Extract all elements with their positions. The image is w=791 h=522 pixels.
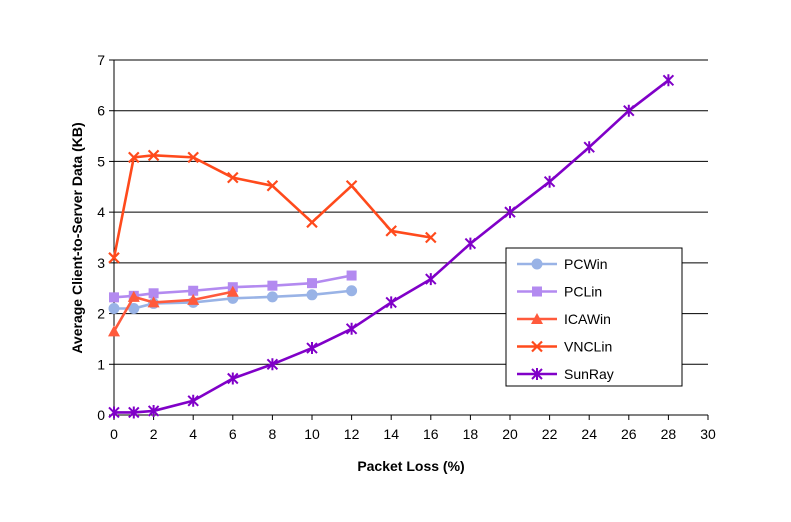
y-tick-label: 5 xyxy=(97,153,105,169)
legend-marker-sunray xyxy=(531,368,543,380)
legend-marker-pclin xyxy=(532,286,542,297)
data-point-icawin xyxy=(127,290,140,302)
data-point-sunray xyxy=(504,206,516,219)
series-sunray xyxy=(108,74,675,419)
data-point-pclin xyxy=(267,280,278,291)
data-point-vnclin xyxy=(345,179,358,192)
x-tick-label: 14 xyxy=(383,426,399,442)
y-axis-ticks: 0 1 2 3 4 5 6 7 xyxy=(97,52,114,423)
series-line-sunray xyxy=(114,79,670,414)
data-point-vnclin xyxy=(108,252,120,264)
y-tick-label: 7 xyxy=(97,52,105,68)
x-tick-label: 30 xyxy=(700,426,716,442)
x-tick-label: 20 xyxy=(502,426,518,442)
x-tick-label: 0 xyxy=(110,426,118,442)
legend-label-vnclin: VNCLin xyxy=(564,339,612,355)
legend-item-pclin: PCLin xyxy=(517,284,602,300)
data-point-sunray xyxy=(543,175,556,188)
data-point-sunray xyxy=(425,273,437,286)
data-point-pclin xyxy=(307,278,317,289)
x-tick-label: 2 xyxy=(150,426,158,442)
data-point-vnclin xyxy=(425,231,437,244)
x-tick-label: 12 xyxy=(344,426,360,442)
data-point-sunray xyxy=(385,296,397,309)
series-line-vnclin xyxy=(112,154,432,259)
data-point-vnclin xyxy=(128,151,140,164)
data-point-vnclin xyxy=(227,171,239,184)
data-point-sunray xyxy=(306,342,318,355)
legend-item-icawin: ICAWin xyxy=(517,311,611,327)
legend-marker-vnclin xyxy=(531,340,543,353)
x-tick-label: 16 xyxy=(423,426,439,442)
x-tick-label: 28 xyxy=(661,426,677,442)
y-tick-label: 3 xyxy=(97,255,105,271)
x-axis-title: Packet Loss (%) xyxy=(357,458,464,474)
legend-item-sunray: SunRay xyxy=(517,366,614,382)
data-point-icawin xyxy=(108,325,120,337)
data-point-sunray xyxy=(147,404,160,417)
data-point-icawin xyxy=(147,296,160,308)
legend: PCWin PCLin ICAWin VNCLin SunRay xyxy=(505,247,683,387)
data-point-pclin xyxy=(109,292,119,303)
y-axis-title: Average Client-to-Server Data (KB) xyxy=(69,122,85,353)
x-tick-label: 26 xyxy=(621,426,637,442)
x-tick-label: 6 xyxy=(229,426,237,442)
data-point-vnclin xyxy=(187,151,199,164)
data-point-sunray xyxy=(187,394,199,407)
series-vnclin xyxy=(108,149,437,264)
data-point-sunray xyxy=(266,358,279,371)
x-tick-label: 4 xyxy=(189,426,197,442)
data-point-icawin xyxy=(226,285,239,297)
data-point-icawin xyxy=(187,293,200,305)
data-point-sunray xyxy=(108,406,120,419)
series-layer xyxy=(108,74,675,419)
data-point-sunray xyxy=(583,141,595,154)
data-point-pcwin xyxy=(266,291,278,303)
x-tick-label: 24 xyxy=(581,426,597,442)
y-tick-label: 1 xyxy=(97,356,105,372)
legend-label-pcwin: PCWin xyxy=(564,256,608,272)
x-tick-label: 18 xyxy=(463,426,479,442)
data-point-pcwin xyxy=(128,303,140,314)
data-point-pcwin xyxy=(346,285,358,297)
legend-box xyxy=(505,247,683,387)
data-point-pcwin xyxy=(108,303,120,314)
y-tick-label: 4 xyxy=(97,204,105,220)
legend-item-pcwin: PCWin xyxy=(517,256,608,272)
y-tick-label: 0 xyxy=(97,407,105,423)
data-point-pcwin xyxy=(306,289,318,301)
y-tick-label: 6 xyxy=(97,103,105,119)
data-point-pclin xyxy=(188,285,199,296)
data-point-sunray xyxy=(345,322,358,335)
legend-marker-pcwin xyxy=(531,258,543,270)
data-point-vnclin xyxy=(385,225,397,237)
data-point-sunray xyxy=(128,406,140,419)
x-tick-label: 8 xyxy=(269,426,277,442)
legend-item-vnclin: VNCLin xyxy=(517,339,612,355)
legend-label-pclin: PCLin xyxy=(564,284,602,300)
data-point-sunray xyxy=(623,104,635,117)
x-tick-label: 10 xyxy=(304,426,320,442)
data-point-vnclin xyxy=(147,149,160,162)
data-point-sunray xyxy=(227,372,239,385)
data-point-sunray xyxy=(662,74,675,87)
data-point-pclin xyxy=(346,270,357,281)
gridlines xyxy=(114,59,708,365)
data-point-vnclin xyxy=(306,216,318,229)
legend-label-icawin: ICAWin xyxy=(564,311,611,327)
axes xyxy=(113,60,708,416)
data-point-vnclin xyxy=(266,179,279,192)
series-icawin xyxy=(108,285,239,337)
data-point-sunray xyxy=(464,237,477,250)
legend-label-sunray: SunRay xyxy=(564,366,614,382)
x-axis-ticks: 0 2 4 6 8 10 12 14 16 18 20 22 24 26 28 30 xyxy=(110,415,716,442)
legend-marker-icawin xyxy=(531,313,543,324)
y-tick-label: 2 xyxy=(97,306,105,322)
data-point-pclin xyxy=(148,288,159,299)
x-tick-label: 22 xyxy=(542,426,558,442)
